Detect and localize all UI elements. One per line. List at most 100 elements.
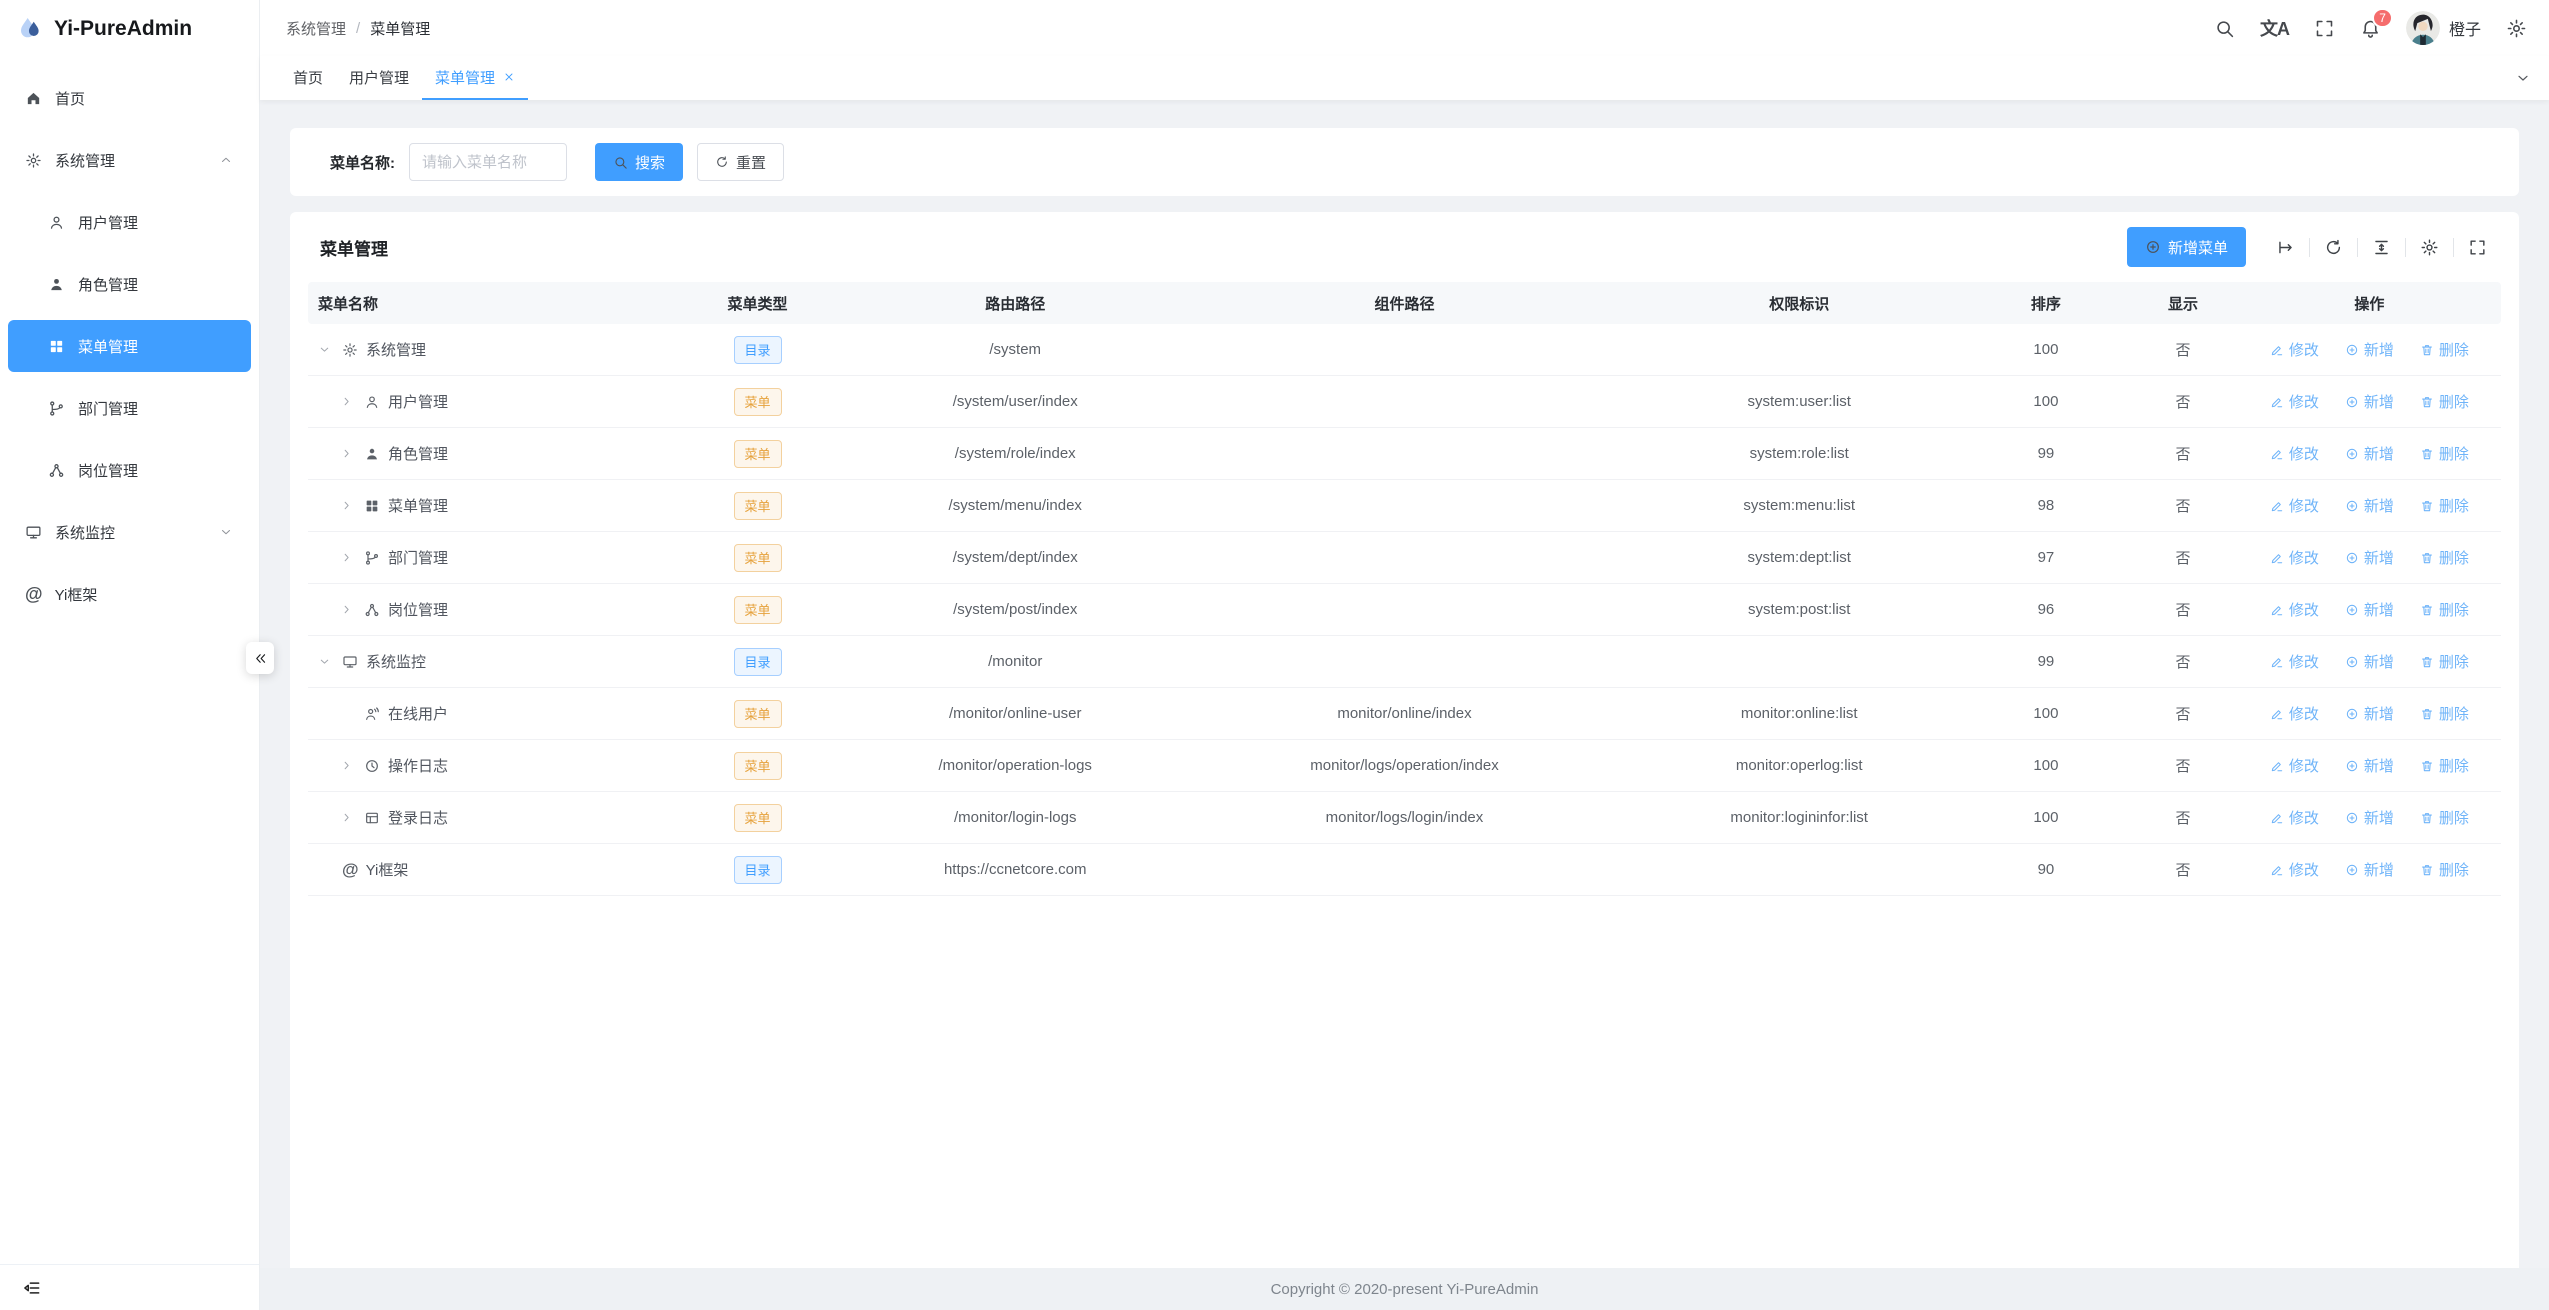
row-chevron-right-icon [340, 759, 353, 772]
tool-maps-to-button[interactable] [2262, 238, 2309, 257]
menu-name-input[interactable] [409, 143, 567, 181]
tool-refresh-button[interactable] [2309, 237, 2357, 257]
breadcrumb-parent[interactable]: 系统管理 [286, 20, 347, 38]
sidebar-item-部门管理[interactable]: 部门管理 [8, 382, 251, 434]
add-menu-button[interactable]: 新增菜单 [2126, 227, 2246, 267]
row-action-修改[interactable]: 修改 [2270, 807, 2319, 828]
row-expand-chevron-right-icon[interactable] [340, 603, 356, 616]
cell-name: 系统监控 [308, 651, 659, 672]
row-action-修改[interactable]: 修改 [2270, 495, 2319, 516]
row-expand-chevron-down-icon[interactable] [318, 655, 334, 668]
sidebar-item-系统监控[interactable]: 系统监控 [8, 506, 251, 558]
row-expand-chevron-down-icon[interactable] [318, 343, 334, 356]
translate-icon: 文A [2259, 19, 2290, 39]
search-button[interactable]: 搜索 [595, 143, 684, 181]
row-action-修改[interactable]: 修改 [2270, 859, 2319, 880]
pencil-icon [2270, 759, 2284, 773]
row-action-修改[interactable]: 修改 [2270, 599, 2319, 620]
sidebar-collapse-fab[interactable] [246, 642, 274, 674]
settings-icon[interactable] [2506, 18, 2527, 39]
cell-type: 目录 [659, 335, 856, 364]
row-action-新增[interactable]: 新增 [2345, 703, 2394, 724]
row-expand-chevron-right-icon[interactable] [340, 499, 356, 512]
tab-首页[interactable]: 首页 [280, 56, 336, 100]
search-button[interactable] [2214, 18, 2235, 39]
tool-density-button[interactable] [2357, 237, 2405, 257]
cell-sort: 98 [2037, 497, 2055, 514]
type-tag: 菜单 [733, 699, 782, 728]
row-action-新增[interactable]: 新增 [2345, 859, 2394, 880]
translate-button[interactable]: 文A [2259, 15, 2290, 41]
trash-icon [2420, 343, 2434, 357]
tab-用户管理[interactable]: 用户管理 [336, 56, 422, 100]
row-action-修改[interactable]: 修改 [2270, 755, 2319, 776]
tab-label: 菜单管理 [435, 69, 496, 87]
fullscreen-icon [2314, 18, 2335, 39]
row-expand-chevron-right-icon[interactable] [340, 551, 356, 564]
user-menu[interactable]: 橙子 [2405, 11, 2481, 45]
row-action-新增[interactable]: 新增 [2345, 443, 2394, 464]
row-expand-chevron-right-icon[interactable] [340, 447, 356, 460]
tool-gear-button[interactable] [2405, 237, 2453, 257]
bell-button[interactable]: 7 [2360, 7, 2393, 39]
sidebar-item-角色管理[interactable]: 角色管理 [8, 258, 251, 310]
row-action-删除[interactable]: 删除 [2420, 859, 2469, 880]
menu-name-text: 部门管理 [388, 550, 449, 567]
row-action-删除[interactable]: 删除 [2420, 599, 2469, 620]
row-action-删除[interactable]: 删除 [2420, 651, 2469, 672]
row-action-修改[interactable]: 修改 [2270, 651, 2319, 672]
row-action-新增[interactable]: 新增 [2345, 339, 2394, 360]
row-action-修改[interactable]: 修改 [2270, 547, 2319, 568]
row-action-删除[interactable]: 删除 [2420, 755, 2469, 776]
chevron-down-icon [219, 525, 233, 539]
sidebar-item-岗位管理[interactable]: 岗位管理 [8, 444, 251, 496]
sidebar-item-Yi框架[interactable]: @ Yi框架 [8, 568, 251, 620]
sidebar-item-用户管理[interactable]: 用户管理 [8, 196, 251, 248]
row-expand-chevron-right-icon[interactable] [340, 395, 356, 408]
row-action-新增[interactable]: 新增 [2345, 391, 2394, 412]
row-expand-chevron-right-icon[interactable] [340, 759, 356, 772]
row-action-修改[interactable]: 修改 [2270, 391, 2319, 412]
row-action-label: 修改 [2288, 758, 2319, 775]
cell-actions: 修改 新增 删除 [2238, 495, 2501, 516]
type-tag: 菜单 [733, 595, 782, 624]
row-action-删除[interactable]: 删除 [2420, 391, 2469, 412]
fullscreen-button[interactable] [2314, 18, 2335, 39]
cell-type: 菜单 [659, 491, 856, 520]
plus-circle-icon [2345, 395, 2359, 409]
row-action-新增[interactable]: 新增 [2345, 807, 2394, 828]
cell-name: 部门管理 [308, 547, 659, 568]
row-action-删除[interactable]: 删除 [2420, 807, 2469, 828]
tab-label: 用户管理 [349, 69, 410, 87]
tab-菜单管理[interactable]: 菜单管理 [422, 56, 529, 100]
row-action-删除[interactable]: 删除 [2420, 495, 2469, 516]
pencil-icon [2270, 499, 2284, 513]
row-action-修改[interactable]: 修改 [2270, 443, 2319, 464]
cell-name: 角色管理 [308, 443, 659, 464]
row-action-新增[interactable]: 新增 [2345, 599, 2394, 620]
row-action-新增[interactable]: 新增 [2345, 547, 2394, 568]
double-chevron-left-icon [253, 651, 268, 666]
sidebar-item-菜单管理[interactable]: 菜单管理 [8, 320, 251, 372]
outdent-icon[interactable] [22, 1278, 42, 1298]
type-tag: 菜单 [733, 491, 782, 520]
sidebar-item-系统管理[interactable]: 系统管理 [8, 134, 251, 186]
row-action-修改[interactable]: 修改 [2270, 339, 2319, 360]
tool-fullscreen-button[interactable] [2453, 237, 2501, 257]
tabbar-chevron-down-icon[interactable] [2515, 70, 2531, 86]
row-action-删除[interactable]: 删除 [2420, 547, 2469, 568]
row-action-删除[interactable]: 删除 [2420, 703, 2469, 724]
row-action-删除[interactable]: 删除 [2420, 339, 2469, 360]
row-expand-chevron-right-icon[interactable] [340, 811, 356, 824]
row-action-新增[interactable]: 新增 [2345, 755, 2394, 776]
tab-close-icon[interactable] [503, 71, 515, 83]
sidebar-item-首页[interactable]: 首页 [8, 72, 251, 124]
reset-button[interactable]: 重置 [697, 143, 785, 181]
row-action-新增[interactable]: 新增 [2345, 495, 2394, 516]
topbar: 系统管理 / 菜单管理 文A 7 橙子 [260, 0, 2549, 56]
row-action-删除[interactable]: 删除 [2420, 443, 2469, 464]
row-action-新增[interactable]: 新增 [2345, 651, 2394, 672]
table-panel-header: 菜单管理 新增菜单 [308, 212, 2501, 282]
topbar-actions: 文A 7 橙子 [2214, 7, 2527, 45]
row-action-修改[interactable]: 修改 [2270, 703, 2319, 724]
